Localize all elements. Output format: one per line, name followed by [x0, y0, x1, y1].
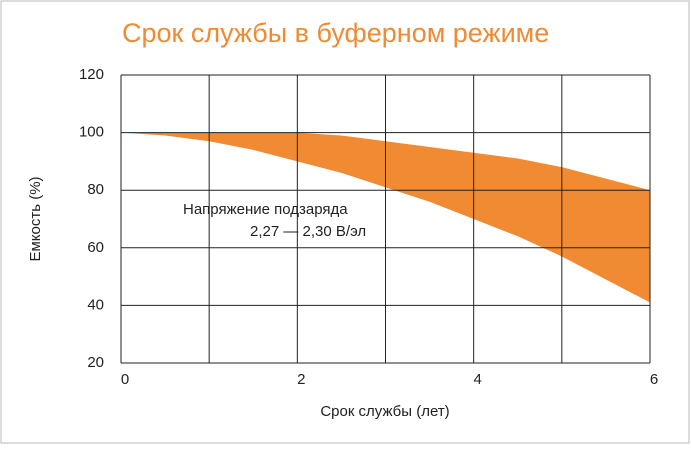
x-tick-label: 0: [121, 371, 129, 388]
x-tick-label: 6: [650, 371, 658, 388]
y-tick-label: 20: [87, 354, 104, 371]
chart-title: Срок службы в буферном режиме: [122, 18, 549, 48]
band-area: [121, 132, 650, 303]
x-axis-label: Срок службы (лет): [320, 403, 449, 420]
y-tick-label: 40: [87, 296, 104, 313]
x-tick-label: 4: [473, 371, 481, 388]
y-tick-label: 80: [87, 181, 104, 198]
annotation: Напряжение подзаряда: [183, 201, 348, 218]
annotation: 2,27 — 2,30 В/эл: [250, 223, 366, 240]
x-tick-label: 2: [297, 371, 305, 388]
y-tick-label: 100: [79, 124, 104, 141]
y-tick-label: 60: [87, 239, 104, 256]
y-axis-label: Емкость (%): [27, 176, 44, 261]
y-tick-label: 120: [79, 66, 104, 83]
